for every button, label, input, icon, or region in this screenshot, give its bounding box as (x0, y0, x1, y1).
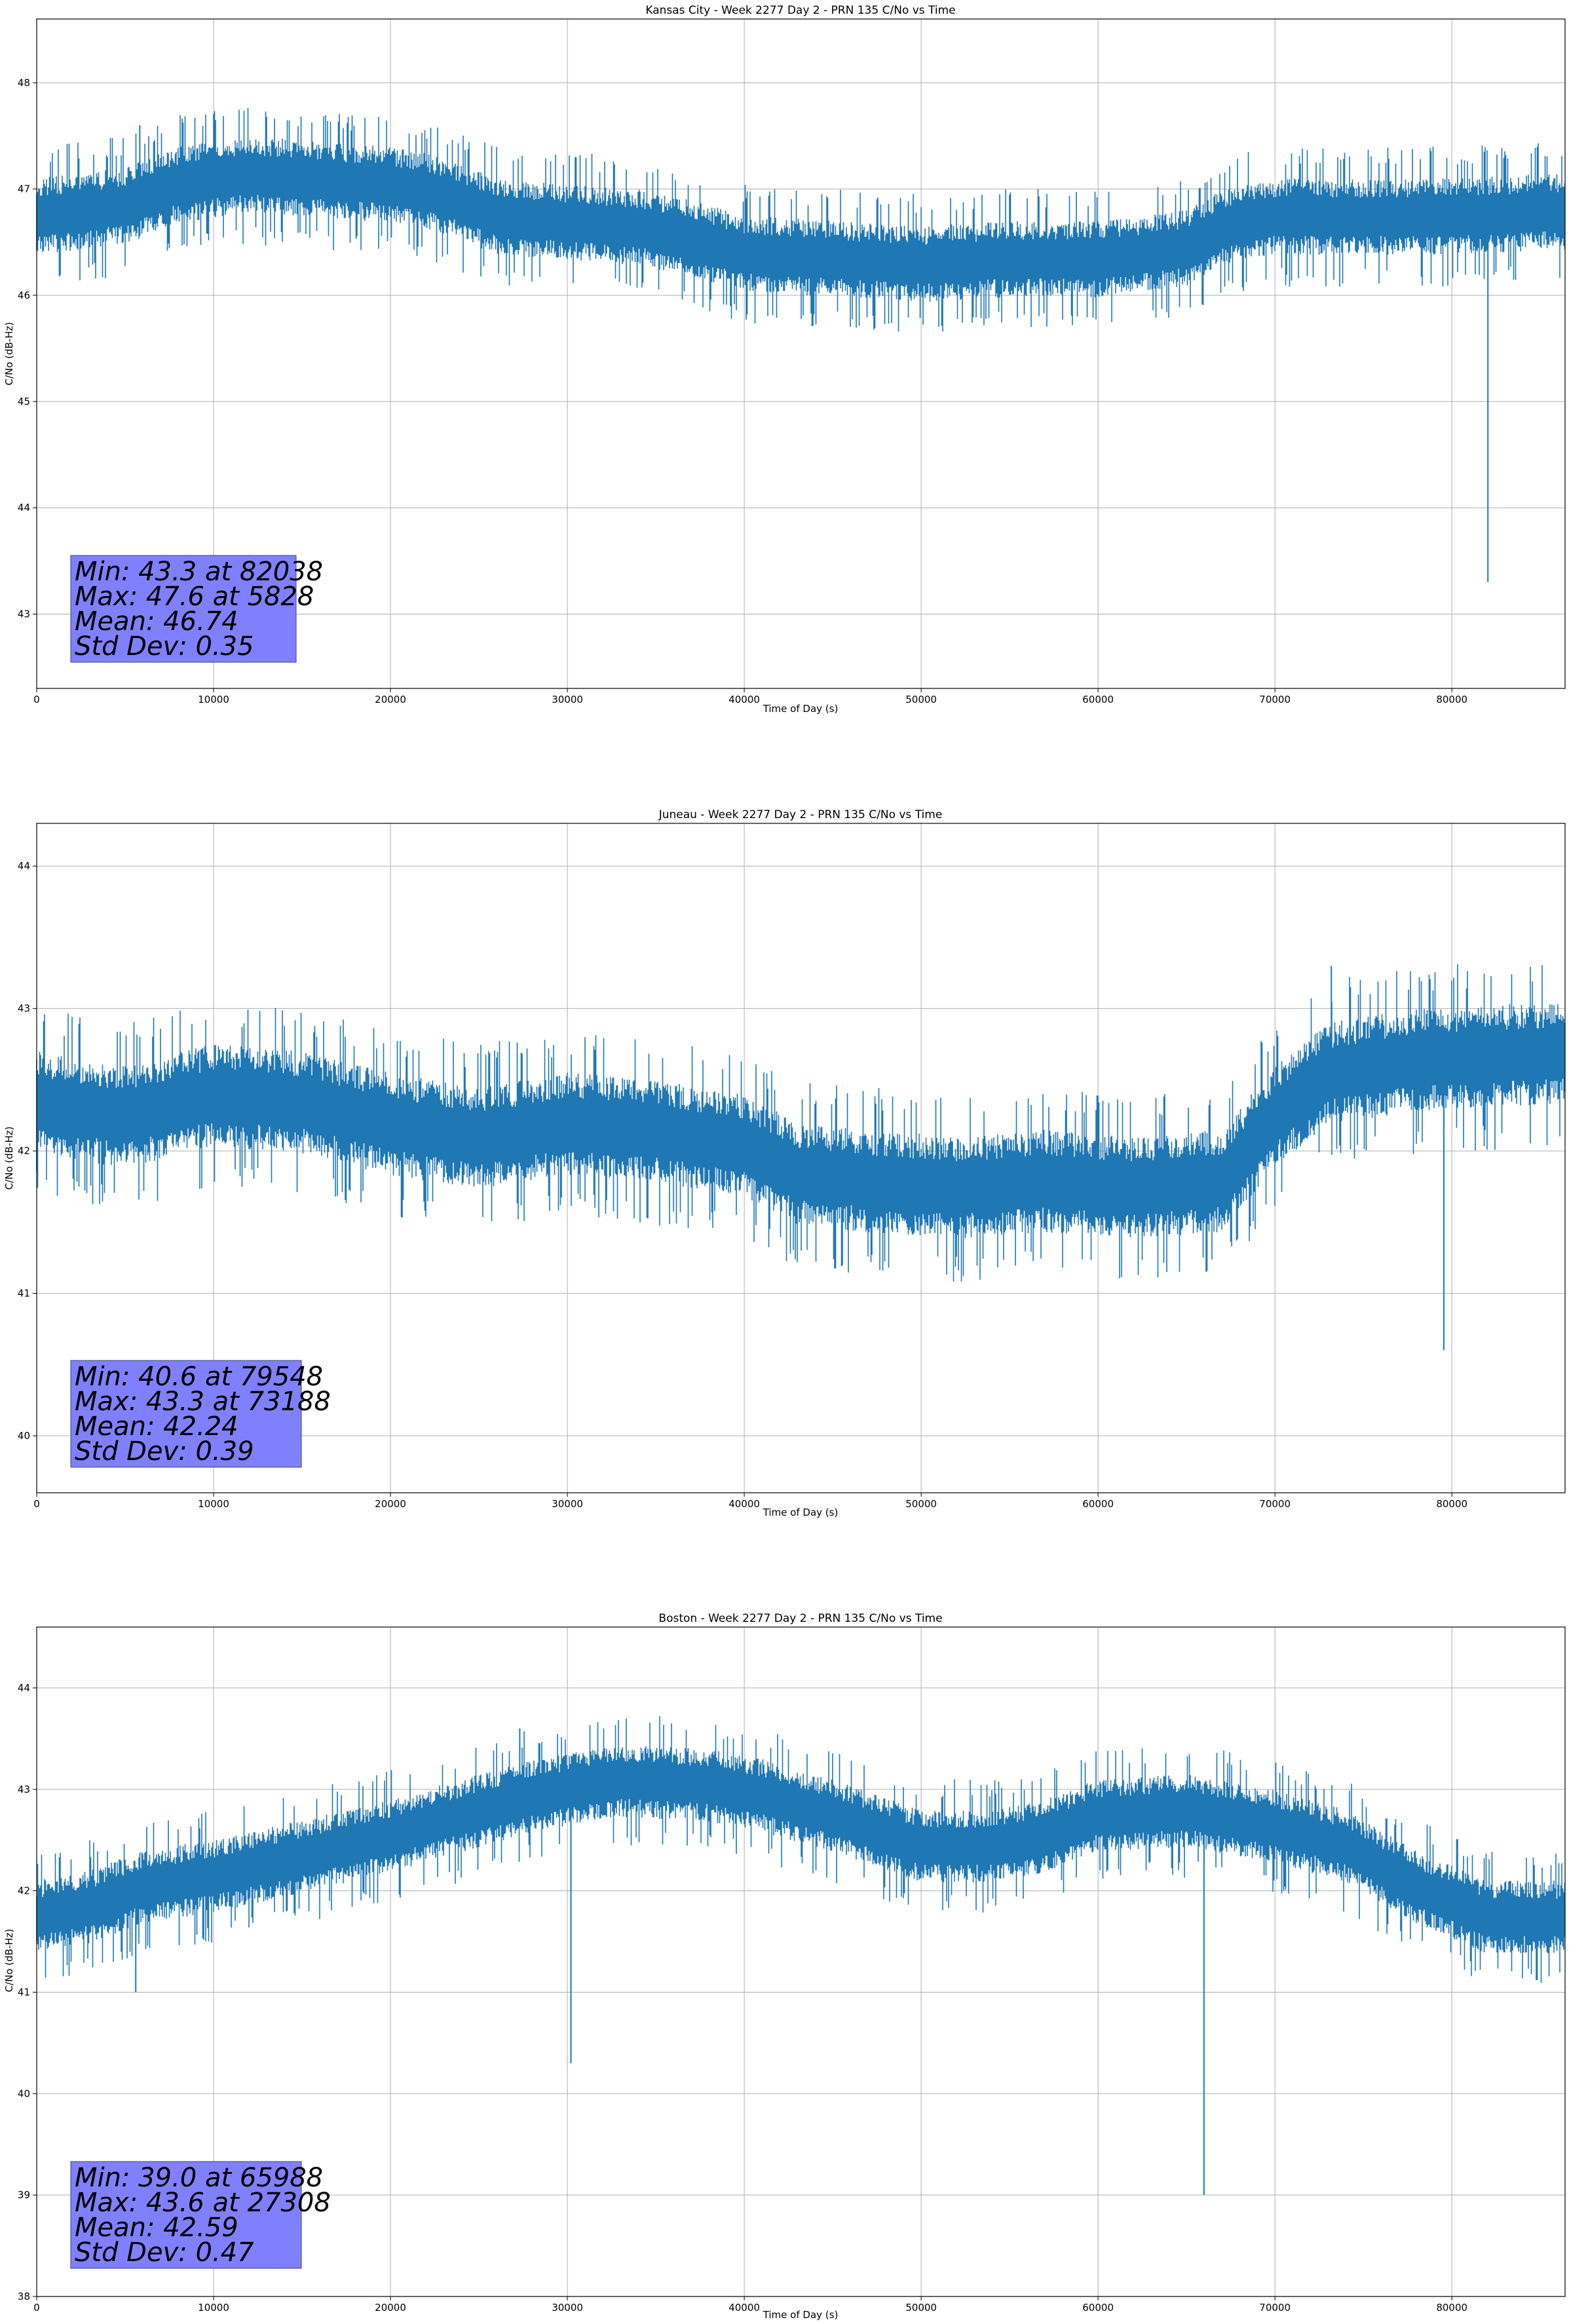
y-tick-label: 42 (18, 1885, 30, 1897)
axis-ticks: 0 10000 20000 30000 40000 50000 60000 70000 8000… (18, 77, 1467, 705)
y-tick-label: 38 (18, 2291, 30, 2302)
y-tick-label: 43 (18, 1003, 30, 1015)
stats-std-dev: Std Dev: 0.47 (75, 2238, 254, 2268)
chart-title: Juneau - Week 2277 Day 2 - PRN 135 C/No … (658, 808, 943, 821)
x-tick-label: 30000 (552, 2302, 583, 2314)
stats-min: Min: 39.0 at 65988 (75, 2163, 323, 2193)
x-tick-label: 40000 (728, 694, 760, 705)
x-tick-label: 40000 (728, 2302, 760, 2314)
stats-max: Max: 43.6 at 27308 (75, 2188, 331, 2218)
x-tick-label: 70000 (1259, 2302, 1291, 2314)
stats-mean: Mean: 42.24 (75, 1412, 238, 1442)
plot-frame (36, 1626, 1566, 2297)
y-tick-label: 41 (18, 1288, 30, 1300)
stats-box-background (70, 1360, 302, 1468)
x-tick-label: 0 (33, 1498, 40, 1510)
x-tick-label: 10000 (198, 2302, 229, 2314)
x-axis-label: Time of Day (s) (763, 2309, 839, 2321)
chart-title: Kansas City - Week 2277 Day 2 - PRN 135 … (645, 4, 955, 17)
stats-min: Min: 43.3 at 82038 (75, 557, 323, 587)
y-tick-label: 43 (18, 608, 30, 620)
x-tick-label: 60000 (1082, 1498, 1114, 1510)
stats-box: Min: 40.6 at 79548 Max: 43.3 at 73188 Me… (70, 1360, 331, 1468)
plot-frame (36, 823, 1566, 1493)
stats-std-dev: Std Dev: 0.39 (75, 1436, 254, 1467)
x-tick-label: 80000 (1436, 694, 1467, 705)
y-tick-label: 42 (18, 1145, 30, 1157)
x-tick-label: 50000 (905, 2302, 937, 2314)
y-tick-label: 41 (18, 1986, 30, 1998)
y-tick-label: 43 (18, 1784, 30, 1795)
stats-max: Max: 47.6 at 5828 (75, 582, 314, 612)
stats-box-background (70, 555, 297, 663)
x-tick-label: 20000 (375, 694, 406, 705)
y-tick-label: 44 (18, 860, 30, 872)
axis-ticks: 0 10000 20000 30000 40000 50000 60000 70000 8000… (18, 860, 1467, 1510)
chart-kansas-city: Kansas City - Week 2277 Day 2 - PRN 135 … (3, 4, 1566, 715)
y-tick-label: 40 (18, 2088, 30, 2099)
x-axis-label: Time of Day (s) (763, 703, 839, 715)
x-tick-label: 20000 (375, 2302, 406, 2314)
y-tick-label: 46 (18, 290, 30, 301)
axis-ticks: 0 10000 20000 30000 40000 50000 60000 70000 8000… (18, 1682, 1467, 2314)
y-tick-label: 44 (18, 502, 30, 514)
x-tick-label: 20000 (375, 1498, 406, 1510)
x-tick-label: 10000 (198, 694, 229, 705)
y-tick-label: 47 (18, 183, 30, 195)
y-tick-label: 48 (18, 77, 30, 88)
stats-min: Min: 40.6 at 79548 (75, 1362, 323, 1392)
x-tick-label: 80000 (1436, 1498, 1467, 1510)
x-tick-label: 40000 (728, 1498, 760, 1510)
stats-box-background (70, 2161, 302, 2269)
plot-frame (36, 18, 1566, 689)
stats-box: Min: 43.3 at 82038 Max: 47.6 at 5828 Mea… (70, 555, 323, 663)
y-tick-label: 44 (18, 1682, 30, 1694)
x-tick-label: 50000 (905, 1498, 937, 1510)
stats-max: Max: 43.3 at 73188 (75, 1387, 331, 1417)
stats-box: Min: 39.0 at 65988 Max: 43.6 at 27308 Me… (70, 2161, 331, 2269)
x-tick-label: 30000 (552, 694, 583, 705)
y-axis-label: C/No (dB-Hz) (3, 1127, 15, 1190)
y-axis-label: C/No (dB-Hz) (3, 1929, 15, 1993)
stats-mean: Mean: 46.74 (75, 607, 238, 637)
y-tick-label: 39 (18, 2189, 30, 2201)
x-tick-label: 80000 (1436, 2302, 1467, 2314)
y-tick-label: 45 (18, 396, 30, 407)
chart-boston: Boston - Week 2277 Day 2 - PRN 135 C/No … (3, 1612, 1566, 2321)
x-tick-label: 0 (33, 2302, 40, 2314)
stats-std-dev: Std Dev: 0.35 (75, 631, 254, 662)
x-tick-label: 10000 (198, 1498, 229, 1510)
chart-title: Boston - Week 2277 Day 2 - PRN 135 C/No … (658, 1612, 942, 1625)
x-tick-label: 0 (33, 694, 40, 705)
chart-juneau: Juneau - Week 2277 Day 2 - PRN 135 C/No … (3, 808, 1566, 1518)
y-tick-label: 40 (18, 1430, 30, 1442)
x-tick-label: 60000 (1082, 2302, 1114, 2314)
series-plot (36, 107, 1566, 582)
x-tick-label: 70000 (1259, 1498, 1291, 1510)
y-axis-label: C/No (dB-Hz) (3, 322, 15, 386)
x-tick-label: 60000 (1082, 694, 1114, 705)
x-tick-label: 30000 (552, 1498, 583, 1510)
x-tick-label: 70000 (1259, 694, 1291, 705)
stats-mean: Mean: 42.59 (75, 2213, 238, 2243)
x-tick-label: 50000 (905, 694, 937, 705)
x-axis-label: Time of Day (s) (763, 1507, 839, 1518)
